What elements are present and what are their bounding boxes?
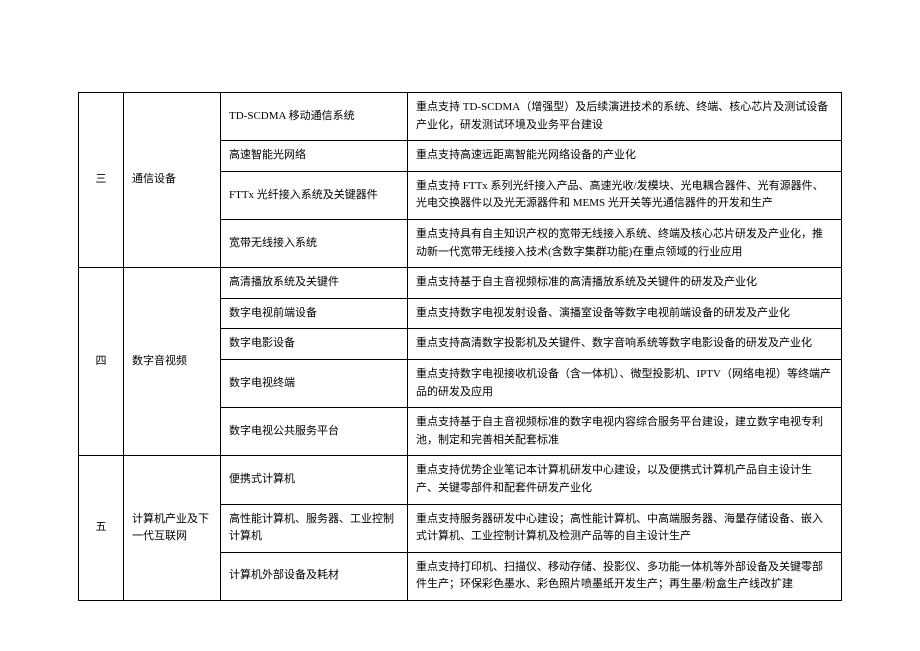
section-category: 通信设备 (124, 93, 221, 268)
description: 重点支持数字电视发射设备、演播室设备等数字电视前端设备的研发及产业化 (408, 298, 842, 329)
subcategory: 数字电视公共服务平台 (221, 408, 408, 456)
subcategory: 计算机外部设备及耗材 (221, 552, 408, 600)
description: 重点支持数字电视接收机设备（含一体机）、微型投影机、IPTV（网络电视）等终端产… (408, 359, 842, 407)
table-row: 四 数字音视频 高清播放系统及关键件 重点支持基于自主音视频标准的高清播放系统及… (79, 268, 842, 299)
subcategory: 宽带无线接入系统 (221, 219, 408, 267)
description: 重点支持高速远距离智能光网络设备的产业化 (408, 141, 842, 172)
subcategory: 数字电影设备 (221, 329, 408, 360)
subcategory: 便携式计算机 (221, 456, 408, 504)
subcategory: 高性能计算机、服务器、工业控制计算机 (221, 504, 408, 552)
section-category: 计算机产业及下一代互联网 (124, 456, 221, 601)
document-page: 三 通信设备 TD-SCDMA 移动通信系统 重点支持 TD-SCDMA（增强型… (0, 0, 920, 651)
table-row: 五 计算机产业及下一代互联网 便携式计算机 重点支持优势企业笔记本计算机研发中心… (79, 456, 842, 504)
description: 重点支持高清数字投影机及关键件、数字音响系统等数字电影设备的研发及产业化 (408, 329, 842, 360)
subcategory: TD-SCDMA 移动通信系统 (221, 93, 408, 141)
subcategory: 高速智能光网络 (221, 141, 408, 172)
description: 重点支持 FTTx 系列光纤接入产品、高速光收/发模块、光电耦合器件、光有源器件… (408, 171, 842, 219)
description: 重点支持基于自主音视频标准的高清播放系统及关键件的研发及产业化 (408, 268, 842, 299)
subcategory: 数字电视终端 (221, 359, 408, 407)
section-number: 四 (79, 268, 124, 456)
table-body: 三 通信设备 TD-SCDMA 移动通信系统 重点支持 TD-SCDMA（增强型… (79, 93, 842, 601)
subcategory: FTTx 光纤接入系统及关键器件 (221, 171, 408, 219)
subcategory: 高清播放系统及关键件 (221, 268, 408, 299)
section-number: 三 (79, 93, 124, 268)
section-category: 数字音视频 (124, 268, 221, 456)
table-row: 三 通信设备 TD-SCDMA 移动通信系统 重点支持 TD-SCDMA（增强型… (79, 93, 842, 141)
subcategory: 数字电视前端设备 (221, 298, 408, 329)
description: 重点支持优势企业笔记本计算机研发中心建设，以及便携式计算机产品自主设计生产、关键… (408, 456, 842, 504)
description: 重点支持打印机、扫描仪、移动存储、投影仪、多功能一体机等外部设备及关键零部件生产… (408, 552, 842, 600)
description: 重点支持基于自主音视频标准的数字电视内容综合服务平台建设，建立数字电视专利池，制… (408, 408, 842, 456)
industry-table: 三 通信设备 TD-SCDMA 移动通信系统 重点支持 TD-SCDMA（增强型… (78, 92, 842, 601)
section-number: 五 (79, 456, 124, 601)
description: 重点支持服务器研发中心建设；高性能计算机、中高端服务器、海量存储设备、嵌入式计算… (408, 504, 842, 552)
description: 重点支持具有自主知识产权的宽带无线接入系统、终端及核心芯片研发及产业化，推动新一… (408, 219, 842, 267)
description: 重点支持 TD-SCDMA（增强型）及后续演进技术的系统、终端、核心芯片及测试设… (408, 93, 842, 141)
